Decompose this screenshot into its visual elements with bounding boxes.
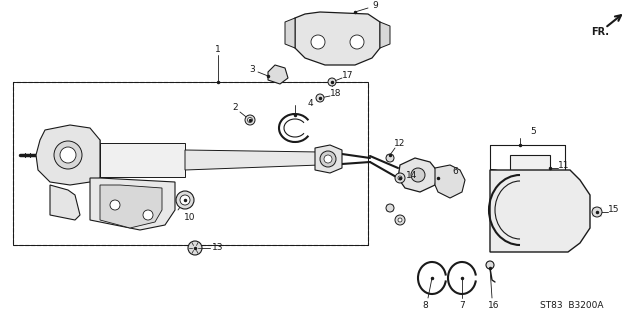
Circle shape (328, 78, 336, 86)
Polygon shape (315, 145, 342, 173)
Text: FR.: FR. (591, 27, 609, 37)
Circle shape (350, 35, 364, 49)
Polygon shape (380, 22, 390, 48)
Polygon shape (435, 165, 465, 198)
Text: 4: 4 (307, 100, 313, 108)
Polygon shape (36, 125, 100, 185)
Text: 12: 12 (394, 140, 406, 148)
Circle shape (316, 94, 324, 102)
Text: 17: 17 (342, 71, 354, 81)
Polygon shape (510, 155, 550, 178)
Text: ST83  B3200A: ST83 B3200A (540, 300, 604, 309)
Circle shape (248, 117, 252, 123)
Text: 18: 18 (330, 90, 341, 99)
Text: 5: 5 (530, 127, 536, 137)
Circle shape (188, 241, 202, 255)
Polygon shape (398, 158, 438, 192)
Text: 10: 10 (184, 213, 196, 222)
Circle shape (54, 141, 82, 169)
Circle shape (143, 210, 153, 220)
Polygon shape (100, 185, 162, 228)
Text: 16: 16 (488, 300, 500, 309)
Polygon shape (78, 140, 100, 178)
Circle shape (311, 35, 325, 49)
Circle shape (398, 176, 402, 180)
Text: 2: 2 (233, 103, 238, 113)
Circle shape (592, 207, 602, 217)
Circle shape (411, 168, 425, 182)
Text: 14: 14 (406, 172, 418, 180)
Circle shape (245, 115, 255, 125)
Text: 7: 7 (459, 300, 465, 309)
Polygon shape (490, 170, 590, 252)
Text: 1: 1 (215, 45, 221, 54)
Text: 6: 6 (452, 167, 458, 177)
Polygon shape (295, 12, 380, 65)
Circle shape (395, 173, 405, 183)
Circle shape (110, 200, 120, 210)
Text: 11: 11 (558, 162, 569, 171)
Circle shape (386, 154, 394, 162)
Circle shape (180, 195, 190, 205)
Circle shape (395, 215, 405, 225)
Text: 13: 13 (212, 244, 224, 252)
Circle shape (176, 191, 194, 209)
Text: 15: 15 (608, 205, 620, 214)
Circle shape (398, 218, 402, 222)
Circle shape (60, 147, 76, 163)
Polygon shape (50, 185, 80, 220)
Text: 3: 3 (249, 66, 255, 75)
Polygon shape (285, 18, 295, 48)
Polygon shape (268, 65, 288, 84)
Circle shape (486, 261, 494, 269)
Circle shape (320, 151, 336, 167)
Polygon shape (185, 150, 320, 170)
Bar (13, 82, 368, 245)
Polygon shape (100, 143, 185, 177)
Circle shape (386, 204, 394, 212)
Text: 8: 8 (422, 300, 428, 309)
Circle shape (324, 155, 332, 163)
Text: 9: 9 (372, 2, 378, 11)
Polygon shape (90, 178, 175, 230)
